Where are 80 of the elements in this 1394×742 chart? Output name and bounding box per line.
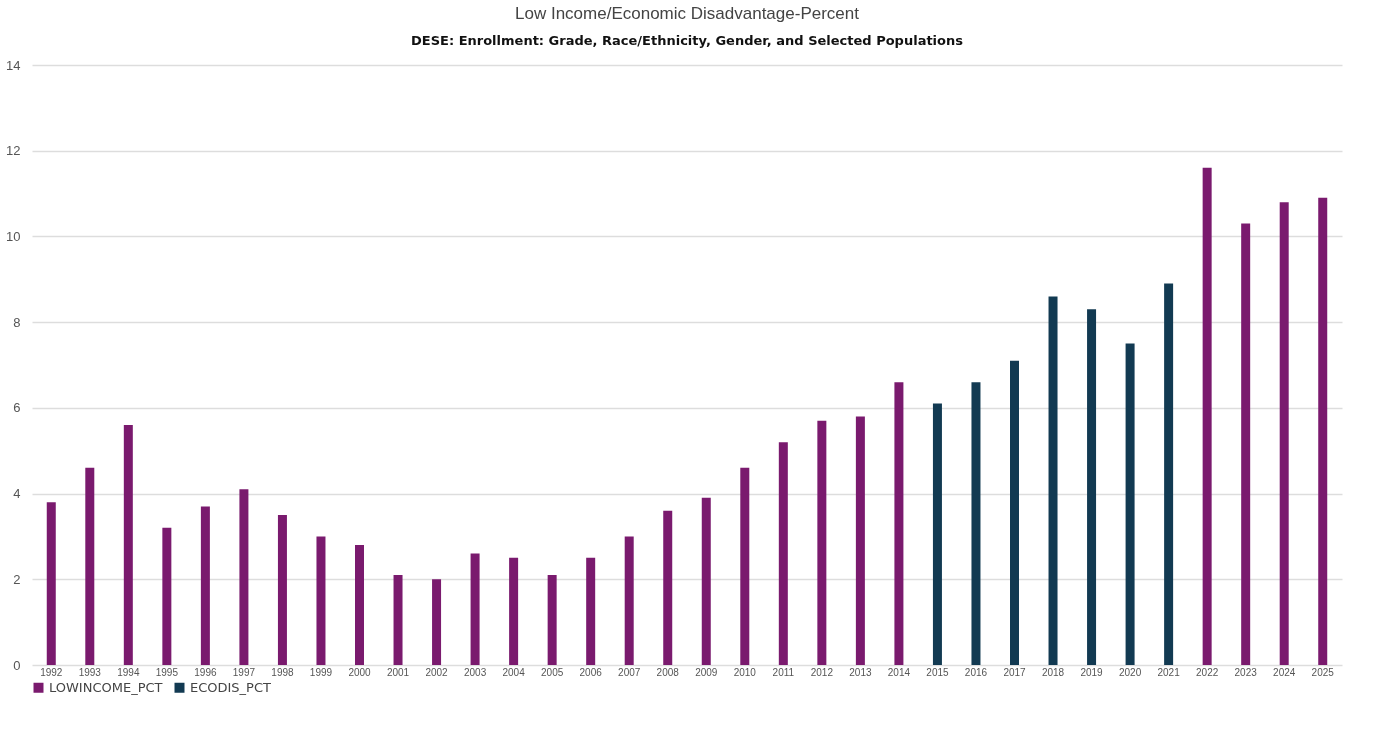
x-tick-label: 2013 bbox=[849, 666, 872, 678]
x-tick-label: 2008 bbox=[656, 666, 680, 678]
bar bbox=[701, 497, 711, 665]
bar bbox=[239, 489, 249, 665]
x-tick-label: 2011 bbox=[772, 666, 795, 678]
bar bbox=[1164, 283, 1174, 665]
bar bbox=[855, 416, 865, 665]
x-tick-label: 2024 bbox=[1273, 666, 1296, 678]
bar bbox=[663, 510, 673, 665]
bar bbox=[740, 467, 750, 665]
bar bbox=[1010, 360, 1019, 665]
x-tick-label: 2020 bbox=[1118, 666, 1142, 678]
bar bbox=[393, 575, 403, 665]
x-tick-label: 2014 bbox=[887, 666, 911, 678]
x-tick-label: 2003 bbox=[463, 666, 487, 678]
chart-title: Low Income/Economic Disadvantage-Percent bbox=[515, 4, 860, 23]
y-tick-label: 10 bbox=[6, 228, 21, 244]
x-tick-label: 2002 bbox=[425, 666, 449, 678]
bar bbox=[624, 536, 634, 665]
bar bbox=[355, 545, 364, 665]
x-tick-label: 2001 bbox=[386, 666, 410, 678]
bar bbox=[1202, 167, 1212, 665]
x-tick-label: 2018 bbox=[1041, 666, 1065, 678]
x-tick-label: 1993 bbox=[78, 666, 102, 678]
bar bbox=[277, 515, 287, 665]
bar bbox=[586, 557, 596, 665]
bar bbox=[547, 575, 557, 665]
x-tick-label: 2012 bbox=[810, 666, 834, 678]
x-tick-label: 2015 bbox=[926, 666, 949, 678]
x-tick-label: 2021 bbox=[1157, 666, 1181, 678]
bar bbox=[123, 425, 133, 665]
bar bbox=[200, 506, 210, 665]
bar bbox=[1048, 296, 1058, 665]
x-tick-label: 2009 bbox=[695, 666, 718, 678]
bar bbox=[46, 502, 56, 665]
y-tick-label: 12 bbox=[6, 143, 21, 159]
bar bbox=[1241, 223, 1251, 665]
x-tick-label: 2023 bbox=[1234, 666, 1258, 678]
legend-label: LOWINCOME_PCT bbox=[49, 679, 163, 695]
bar bbox=[817, 420, 827, 665]
legend-label: ECODIS_PCT bbox=[190, 679, 272, 695]
bar bbox=[1279, 202, 1289, 665]
bar bbox=[932, 403, 942, 665]
bar bbox=[470, 553, 480, 665]
y-tick-label: 14 bbox=[6, 57, 21, 73]
x-tick-label: 2007 bbox=[618, 666, 641, 678]
x-tick-label: 2005 bbox=[541, 666, 564, 678]
x-tick-label: 2010 bbox=[733, 666, 757, 678]
bar bbox=[509, 557, 519, 665]
x-tick-label: 2022 bbox=[1196, 666, 1219, 678]
x-tick-label: 2025 bbox=[1311, 666, 1335, 678]
y-tick-label: 6 bbox=[13, 400, 21, 416]
bar bbox=[85, 467, 95, 665]
x-tick-label: 2000 bbox=[348, 666, 372, 678]
bar bbox=[1318, 197, 1328, 665]
x-tick-label: 1995 bbox=[155, 666, 179, 678]
x-tick-label: 2017 bbox=[1003, 666, 1027, 678]
bar bbox=[1087, 309, 1097, 665]
x-tick-label: 1999 bbox=[309, 666, 333, 678]
x-tick-label: 1997 bbox=[232, 666, 256, 678]
x-tick-label: 1994 bbox=[117, 666, 140, 678]
bar bbox=[894, 382, 904, 665]
y-tick-label: 8 bbox=[13, 314, 21, 330]
y-tick-label: 4 bbox=[13, 486, 21, 502]
x-tick-label: 2004 bbox=[502, 666, 526, 678]
x-tick-label: 2019 bbox=[1080, 666, 1104, 678]
chart-subtitle: DESE: Enrollment: Grade, Race/Ethnicity, Gender, and Selected Populations bbox=[411, 33, 964, 48]
bar bbox=[778, 442, 788, 665]
x-tick-label: 2006 bbox=[579, 666, 603, 678]
bar bbox=[432, 579, 442, 665]
y-tick-label: 0 bbox=[13, 657, 21, 673]
bar bbox=[1125, 343, 1135, 665]
bar bbox=[316, 536, 326, 665]
x-tick-label: 1992 bbox=[40, 666, 63, 678]
y-tick-label: 2 bbox=[13, 571, 21, 587]
bar bbox=[971, 382, 981, 665]
x-tick-label: 2016 bbox=[964, 666, 988, 678]
x-tick-label: 1998 bbox=[271, 666, 294, 678]
x-tick-label: 1996 bbox=[194, 666, 217, 678]
bar bbox=[162, 527, 172, 665]
